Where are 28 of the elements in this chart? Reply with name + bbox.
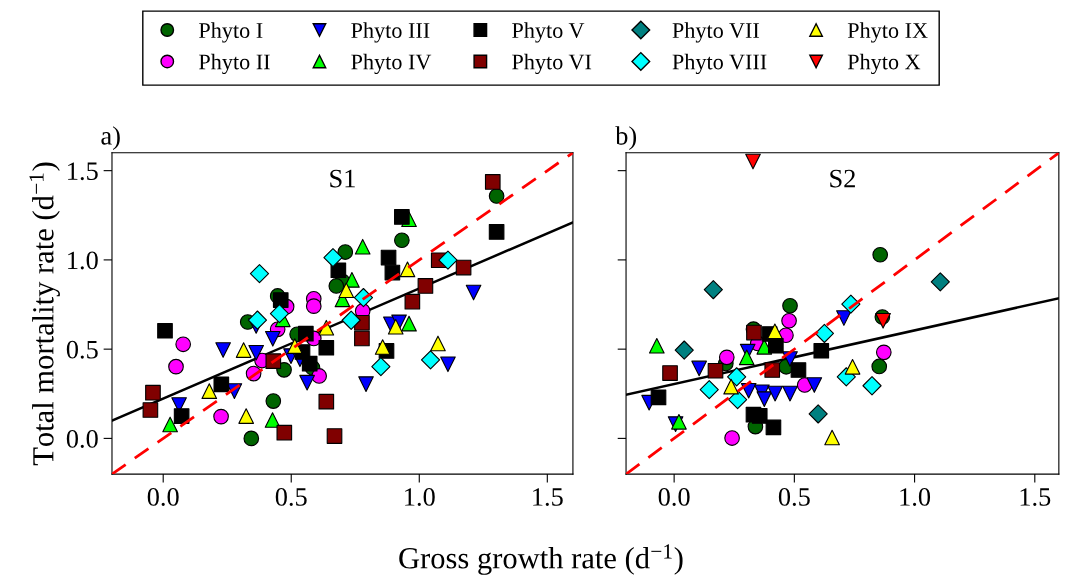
x-tick-label: 0.5 (778, 488, 810, 506)
legend-label: Phyto X (847, 53, 921, 75)
y-tick-label: 1.5 (68, 162, 98, 181)
y-tick-label: 1.0 (68, 251, 98, 270)
legend-label: Phyto III (351, 22, 430, 43)
chart-subtitle: S2 (830, 169, 855, 188)
y-tick-label: 0.5 (66, 340, 98, 359)
chart-title: b) (615, 126, 637, 151)
legend-label: Phyto VII (672, 22, 760, 43)
x-axis-title: Gross growth rate (d$^{−1}$) (399, 544, 683, 575)
y-axis-title: Total mortality rate (d$^{−1}$) (29, 162, 60, 466)
legend-label: Phyto VI (512, 53, 592, 75)
x-tick-label: 1.5 (1020, 488, 1051, 506)
legend-label: Phyto IX (847, 22, 928, 43)
legend-label: Phyto V (512, 22, 585, 43)
legend-label: Phyto II (199, 53, 270, 75)
x-tick-label: 1.0 (900, 488, 931, 506)
legend-label: Phyto VIII (672, 53, 767, 75)
chart-subtitle: S1 (330, 169, 355, 188)
legend-label: Phyto IV (351, 53, 432, 75)
x-tick-label: 0.5 (275, 488, 307, 506)
y-tick-label: 0.0 (66, 430, 98, 448)
legend-label: Phyto I (199, 22, 263, 43)
x-tick-label: 1.5 (533, 488, 563, 506)
chart-title: a) (101, 126, 120, 151)
x-tick-label: 1.0 (405, 488, 435, 506)
x-tick-label: 0.0 (147, 488, 179, 506)
x-tick-label: 0.0 (658, 488, 690, 506)
